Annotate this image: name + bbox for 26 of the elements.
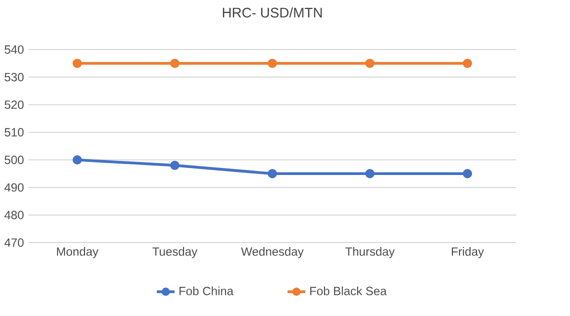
y-tick-label: 500 (4, 156, 24, 164)
x-tick-label: Thursday (345, 247, 395, 258)
point (268, 169, 277, 178)
x-tick-label: Tuesday (152, 247, 198, 258)
point (170, 58, 180, 68)
point (170, 160, 180, 170)
legend-label: Fob China (180, 286, 234, 296)
point (462, 169, 472, 178)
y-tick-label: 480 (4, 210, 24, 220)
point (72, 58, 82, 68)
y-tick-label: 540 (4, 45, 24, 54)
y-tick-label: 470 (4, 238, 24, 247)
point (365, 58, 375, 68)
x-tick-label: Friday (452, 247, 484, 258)
legend-label: Fob Black Sea (310, 286, 387, 296)
chart-title: HRC- USD/MTN (222, 7, 322, 18)
x-tick-label: Wednesday (241, 247, 304, 258)
y-tick-label: 520 (4, 100, 24, 109)
point (462, 58, 472, 68)
y-tick-label: 530 (4, 72, 24, 82)
point (365, 169, 375, 178)
y-tick-label: 510 (4, 128, 24, 137)
x-tick-label: Monday (57, 247, 98, 258)
y-tick-label: 490 (4, 183, 24, 192)
point (268, 58, 277, 68)
point (72, 155, 82, 165)
